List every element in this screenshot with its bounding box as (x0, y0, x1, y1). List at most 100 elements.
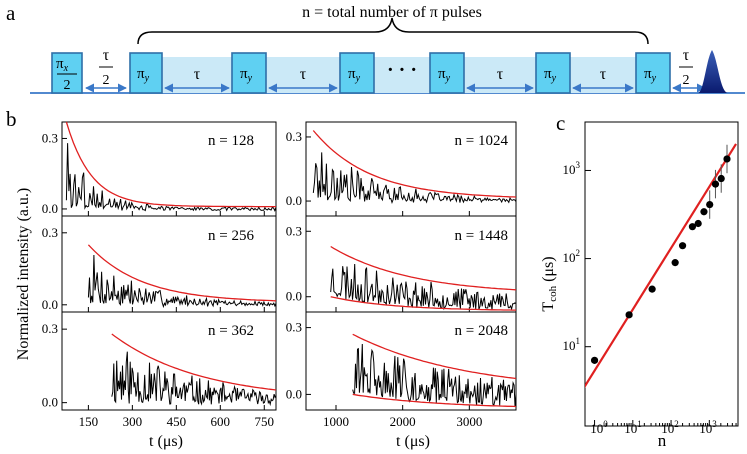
x-tick-label: 450 (167, 414, 187, 429)
tau-gap-3 (374, 57, 430, 93)
pi-y-pulse-4 (429, 52, 465, 94)
tau-label-5: τ (600, 66, 607, 83)
y-tick-label: 0.0 (42, 395, 58, 410)
half-tau-left-num: τ (103, 47, 110, 64)
tcoh-point (590, 356, 599, 364)
y-tick-label: 0.0 (42, 297, 58, 312)
c-xtick-2: 102 (661, 419, 679, 436)
tcoh-point (700, 208, 708, 216)
tcoh-scatter (585, 143, 737, 426)
plot-title-2048: n = 2048 (455, 323, 508, 339)
envelope-fit-lower (352, 393, 517, 408)
tcoh-point (648, 285, 656, 293)
y-tick-label: 0.3 (42, 321, 58, 336)
plot-title-128: n = 128 (208, 133, 254, 149)
pi-y-pulses: πy πy πy πy πy πy (129, 52, 671, 94)
intensity-trace (312, 152, 517, 205)
tcoh-point (723, 155, 731, 163)
y-tick-label: 0.3 (286, 129, 302, 144)
panel-c-label: c (556, 111, 565, 135)
pi-x-symbol: πx (56, 56, 69, 74)
decay-plots: 0.0 0.3 1000 2000 3000 0.0 0.3 0.0 0.3 0.0 0.3 150 3… (42, 121, 517, 429)
pi-y-label-1: πy (137, 66, 150, 84)
pi-y-label-3: πy (348, 66, 361, 84)
plot-title-256: n = 256 (208, 228, 254, 244)
pi-y-pulse-2 (231, 52, 267, 94)
c-ytick-1: 101 (563, 336, 581, 353)
envelope-fit-upper (330, 245, 517, 291)
tcoh-point (671, 259, 679, 267)
c-xtick-3: 103 (699, 419, 717, 436)
pi-y-pulse-6 (635, 52, 671, 94)
pi-y-pulse-5 (535, 52, 571, 94)
intensity-trace (111, 351, 277, 407)
tcoh-point (688, 223, 697, 231)
spin-echo-signal (698, 50, 728, 93)
pulse-count-brace (137, 17, 649, 45)
plot-title-1448: n = 1448 (455, 228, 508, 244)
x-tick-label: 3000 (456, 414, 482, 429)
y-tick-label: 0.3 (286, 223, 302, 238)
panel-b: b Normalized intensity (a.u.) 0.0 0.3 1000… (6, 107, 517, 450)
tcoh-point (625, 311, 633, 319)
plot-frame (305, 121, 517, 217)
half-tau-right-den: 2 (683, 73, 690, 88)
envelope-fit-lower (330, 296, 516, 311)
y-tick-label: 0.3 (42, 130, 58, 145)
decay-plot-1448: 0.0 0.3 (286, 215, 517, 313)
decay-plot-2048: 0.0 0.3 1000 2000 3000 (286, 311, 517, 429)
plot-title-362: n = 362 (208, 323, 254, 339)
y-tick-label: 0.3 (286, 320, 302, 335)
panel-c-xlabel: n (658, 431, 667, 450)
c-xtick-1: 101 (624, 419, 642, 436)
y-tick-label: 0.0 (286, 193, 302, 208)
x-tick-label: 300 (123, 414, 143, 429)
y-tick-label: 0.3 (42, 225, 58, 240)
panel-c-ylabel: Tcoh (μs) (540, 256, 559, 311)
c-xtick-0: 100 (590, 419, 608, 436)
pi-y-label-5: πy (544, 66, 557, 84)
half-tau-left-den: 2 (103, 73, 110, 88)
x-tick-label: 1000 (323, 414, 349, 429)
intensity-trace (352, 343, 517, 407)
x-tick-label: 2000 (390, 414, 416, 429)
envelope-fit-upper (87, 244, 277, 302)
panel-a: a n = total number of π pulses πx 2 τ 2 (6, 1, 745, 94)
y-tick-label: 0.0 (286, 386, 302, 401)
envelope-fit-upper (352, 333, 517, 380)
tcoh-point (717, 174, 725, 183)
tcoh-point (706, 200, 714, 209)
tcoh-point (694, 219, 702, 228)
panel-c-frame (584, 121, 739, 427)
brace-label: n = total number of π pulses (302, 4, 482, 21)
pi-y-pulse-3 (339, 52, 375, 94)
panel-b-ylabel: Normalized intensity (a.u.) (15, 188, 32, 360)
x-tick-label: 600 (211, 414, 231, 429)
plot-frame (61, 121, 277, 217)
envelope-fit-upper (65, 121, 276, 208)
right-xlabel: t (μs) (396, 433, 430, 450)
tau-label-1: τ (194, 66, 201, 83)
panel-a-label: a (6, 1, 16, 25)
tau-label-2: τ (300, 66, 307, 83)
intensity-trace (65, 143, 277, 212)
panel-c: c Tcoh (μs) n 100 101 102 103 101 102 10… (540, 111, 739, 450)
decay-plot-1024: 0.0 0.3 (286, 121, 517, 217)
tau-label-4: τ (497, 66, 504, 83)
pi-y-label-2: πy (240, 66, 253, 84)
power-law-fit (585, 143, 737, 389)
pi-y-label-6: πy (644, 66, 657, 84)
y-tick-label: 0.0 (42, 201, 58, 216)
pi-x-half-pulse (51, 52, 83, 94)
tcoh-point (711, 180, 720, 188)
envelope-fit-upper (312, 130, 517, 198)
pi-y-label-4: πy (438, 66, 451, 84)
x-tick-label: 150 (79, 414, 99, 429)
pi-y-pulse-1 (129, 52, 163, 94)
envelope-fit-upper (111, 333, 277, 391)
intensity-trace (87, 254, 277, 309)
half-tau-right-num: τ (683, 47, 690, 64)
panel-b-label: b (6, 107, 17, 131)
pi-x-denominator: 2 (64, 78, 71, 93)
x-tick-label: 750 (255, 414, 275, 429)
